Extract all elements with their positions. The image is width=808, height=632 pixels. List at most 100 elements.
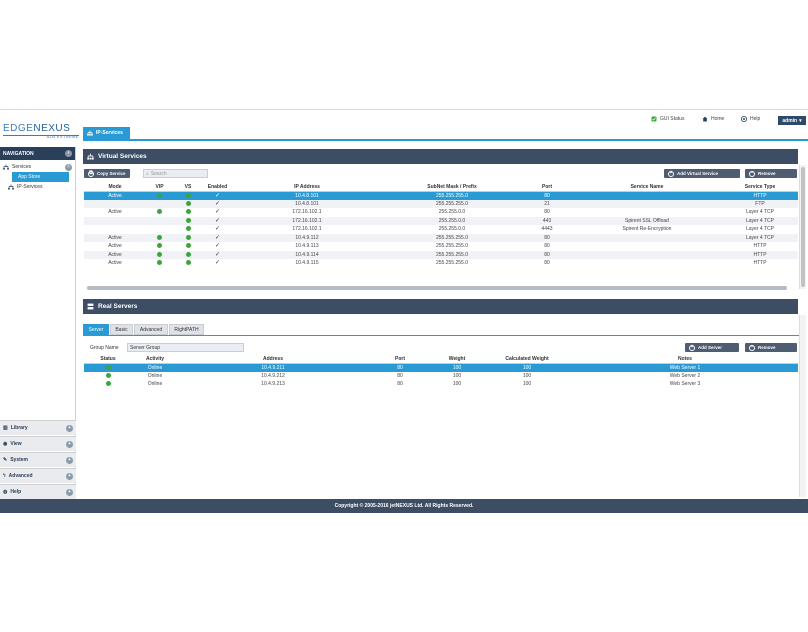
cell-enabled[interactable]: ✓ [203, 259, 232, 268]
column-header[interactable]: Calculated Weight [482, 356, 572, 364]
checkbox-checked-icon[interactable]: ✓ [214, 260, 221, 267]
table-row[interactable]: Active ✓ 10.4.9.114 255.255.255.0 80 HTTP [84, 250, 798, 259]
lightning-icon: ϟ [3, 473, 6, 479]
sidebar-item-advanced[interactable]: ϟ Advanced + [0, 468, 76, 483]
column-header[interactable]: IP Address [232, 184, 382, 192]
column-header[interactable]: Service Name [572, 184, 722, 192]
column-header[interactable]: VS [173, 184, 203, 192]
expand-icon[interactable]: + [66, 488, 73, 496]
cell-port: 80 [544, 260, 550, 267]
search-input[interactable]: ⌕ Search [143, 169, 208, 178]
cell-ip: 10.4.8.101 [232, 199, 382, 208]
sidebar: NAVIGATION ‹ Services ˄ App Store IP-Ser… [0, 147, 76, 499]
table-header-row: Status Activity Address Port Weight Calc… [84, 356, 798, 364]
table-row[interactable]: Online 10.4.9.213 80 100 100 Web Server 3 [84, 380, 798, 389]
column-header[interactable]: Notes [572, 356, 798, 364]
column-header[interactable]: VIP [146, 184, 173, 192]
add-virtual-service-button[interactable]: + Add Virtual Service [664, 169, 740, 178]
tab-server[interactable]: Server [83, 324, 109, 335]
cell-enabled[interactable]: ✓ [203, 191, 232, 200]
group-name-input[interactable]: Server Group [127, 343, 244, 352]
gui-status-link[interactable]: GUI Status [651, 116, 684, 122]
cell-name [572, 233, 722, 242]
table-row[interactable]: ✓ 172.16.102.1 255.255.0.0 443 Spirent SSL O… [84, 216, 798, 225]
add-server-button[interactable]: + Add Server [685, 343, 739, 352]
help-link[interactable]: Help [741, 116, 760, 122]
column-header[interactable]: SubNet Mask / Prefix [382, 184, 522, 192]
checkbox-checked-icon[interactable]: ✓ [214, 234, 221, 241]
expand-icon[interactable]: + [66, 472, 73, 480]
cell-ip: 10.4.9.114 [232, 250, 382, 259]
horizontal-scrollbar[interactable] [87, 286, 787, 290]
top-bar: EDGENEXUS ALB EXTREME GUI Status Home He… [0, 110, 808, 140]
cell-enabled[interactable]: ✓ [203, 208, 232, 217]
column-header[interactable]: Port [522, 184, 572, 192]
home-link[interactable]: Home [702, 116, 724, 122]
checkbox-checked-icon[interactable]: ✓ [214, 251, 221, 258]
column-header[interactable]: Mode [84, 184, 146, 192]
tab-ip-services[interactable]: IP-Services [83, 127, 130, 139]
column-header[interactable]: Service Type [722, 184, 798, 192]
cell-enabled[interactable]: ✓ [203, 216, 232, 225]
expand-icon[interactable]: + [66, 456, 73, 464]
help-circle-icon: ◍ [3, 489, 8, 495]
column-header[interactable]: Weight [432, 356, 482, 364]
cell-enabled[interactable]: ✓ [203, 199, 232, 208]
sidebar-item-library[interactable]: ▥ Library + [0, 420, 76, 435]
table-row[interactable]: Active ✓ 10.4.9.115 255.255.255.0 80 HTTP [84, 259, 798, 268]
sidebar-item-view[interactable]: ◉ View + [0, 436, 76, 451]
column-header[interactable]: Address [178, 356, 368, 364]
collapse-up-icon[interactable]: ˄ [65, 163, 72, 171]
cell-enabled[interactable]: ✓ [203, 233, 232, 242]
table-row[interactable]: Active ✓ 10.4.8.101 255.255.255.0 80 HTTP [84, 191, 798, 200]
table-row[interactable]: Active ✓ 172.16.102.1 255.255.0.0 80 Layer 4 … [84, 208, 798, 217]
remove-virtual-service-button[interactable]: − Remove [745, 169, 797, 178]
sidebar-item-help[interactable]: ◍ Help + [0, 484, 76, 499]
checkbox-checked-icon[interactable]: ✓ [214, 226, 221, 233]
table-row[interactable]: Active ✓ 10.4.9.112 255.255.255.0 80 Layer 4 … [84, 233, 798, 242]
tab-advanced[interactable]: Advanced [134, 324, 168, 335]
column-header[interactable]: Activity [132, 356, 178, 364]
collapse-left-icon[interactable]: ‹ [65, 150, 72, 157]
caret-down-icon: ▾ [799, 117, 802, 124]
table-row[interactable]: Online 10.4.9.211 80 100 100 Web Server 1 [84, 363, 798, 372]
user-menu-button[interactable]: admin ▾ [778, 116, 806, 125]
cell-enabled[interactable]: ✓ [203, 250, 232, 259]
sidebar-item-system[interactable]: ✎ System + [0, 452, 76, 467]
status-ok-icon [185, 192, 191, 198]
copy-service-button[interactable]: ⧉ Copy Service [84, 169, 130, 178]
cell-ip: 10.4.9.112 [232, 233, 382, 242]
virtual-services-table: Mode VIP VS Enabled IP Address SubNet Ma… [84, 184, 798, 268]
checkbox-checked-icon[interactable]: ✓ [214, 209, 221, 216]
cell-vs [173, 208, 203, 217]
virtual-services-header: Virtual Services [83, 149, 798, 164]
status-ok-icon [185, 234, 191, 240]
vertical-scrollbar[interactable] [799, 165, 806, 289]
cell-ip: 10.4.9.113 [295, 243, 319, 250]
sidebar-item-ip-services[interactable]: IP-Services [0, 182, 75, 192]
column-header[interactable]: Port [368, 356, 432, 364]
cell-enabled[interactable]: ✓ [203, 225, 232, 234]
table-row[interactable]: Online 10.4.9.212 80 100 100 Web Server 2 [84, 372, 798, 381]
checkbox-checked-icon[interactable]: ✓ [214, 200, 221, 207]
checkbox-checked-icon[interactable]: ✓ [214, 192, 221, 199]
column-header[interactable]: Status [84, 356, 132, 364]
sidebar-item-app-store[interactable]: App Store [12, 172, 69, 182]
expand-icon[interactable]: + [66, 424, 73, 432]
table-row[interactable]: ✓ 172.16.102.1 255.255.0.0 4443 Spirent Re-E… [84, 225, 798, 234]
checkbox-checked-icon[interactable]: ✓ [214, 243, 221, 250]
table-row[interactable]: ✓ 10.4.8.101 255.255.255.0 21 FTP [84, 199, 798, 208]
cell-enabled[interactable]: ✓ [203, 242, 232, 251]
sidebar-item-services[interactable]: Services ˄ [0, 162, 75, 172]
minus-icon: − [749, 344, 755, 351]
cell-mask: 255.255.0.0 [382, 216, 522, 225]
expand-icon[interactable]: + [66, 440, 73, 448]
column-header[interactable]: Enabled [203, 184, 232, 192]
table-row[interactable]: Active ✓ 10.4.9.113 255.255.255.0 80 HTTP [84, 242, 798, 251]
status-ok-icon [185, 251, 191, 257]
checkbox-checked-icon[interactable]: ✓ [214, 217, 221, 224]
tab-basic[interactable]: Basic [110, 324, 133, 335]
remove-server-button[interactable]: − Remove [745, 343, 797, 352]
tab-rightpath[interactable]: RightPATH [169, 324, 204, 335]
vertical-scrollbar[interactable] [799, 315, 806, 497]
